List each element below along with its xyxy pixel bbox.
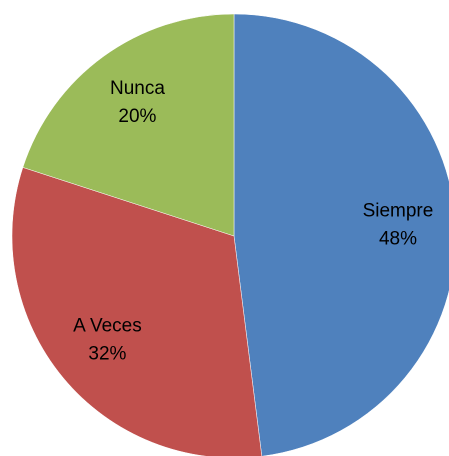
slice-label-value: 48% <box>379 229 417 250</box>
slice-label-name: A Veces <box>73 316 142 337</box>
slice-label-value: 20% <box>118 106 156 127</box>
slice-label-name: Nunca <box>110 78 165 99</box>
pie-slice <box>22 13 235 237</box>
slice-label-name: Siempre <box>363 201 434 222</box>
pie-slice <box>233 13 449 456</box>
slice-label-value: 32% <box>88 344 126 365</box>
